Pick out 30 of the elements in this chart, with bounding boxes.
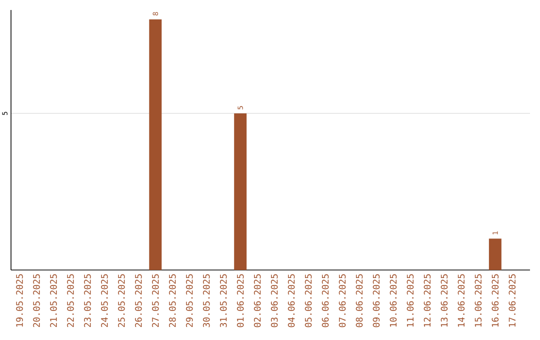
- x-tick-label: 03.06.2025: [270, 274, 278, 328]
- x-tick-label: 15.06.2025: [474, 274, 482, 327]
- x-tick-label: 10.06.2025: [390, 274, 397, 327]
- x-tick-label: 21.05.2025: [50, 274, 57, 328]
- x-tick-label: 07.06.2025: [338, 274, 346, 328]
- x-tick-label: 26.05.2025: [135, 274, 142, 328]
- x-tick-label: 09.06.2025: [372, 274, 380, 328]
- x-tick-label: 06.06.2025: [322, 274, 329, 328]
- x-tick-label: 20.05.2025: [33, 274, 40, 328]
- x-tick-label: 04.06.2025: [288, 274, 295, 328]
- x-tick-label: 16.06.2025: [492, 274, 499, 327]
- x-tick-label: 12.06.2025: [424, 274, 431, 327]
- x-tick-label: 29.05.2025: [186, 274, 193, 328]
- x-tick-label: 28.05.2025: [168, 274, 176, 328]
- x-tick-label: 23.05.2025: [84, 274, 91, 328]
- x-tick-label: 14.06.2025: [458, 274, 465, 327]
- x-tick-label: 31.05.2025: [220, 274, 227, 328]
- x-tick-label: 27.05.2025: [152, 274, 159, 328]
- x-tick-label: 01.06.2025: [236, 274, 244, 328]
- x-tick-label: 17.06.2025: [508, 274, 516, 327]
- x-tick-label: 08.06.2025: [356, 274, 363, 328]
- x-tick-label: 25.05.2025: [118, 274, 125, 328]
- x-tick-label: 13.06.2025: [440, 274, 448, 327]
- x-tick-label: 30.05.2025: [202, 274, 210, 328]
- x-tick-label: 22.05.2025: [67, 274, 74, 328]
- x-tick-label: 05.06.2025: [304, 274, 312, 328]
- x-tick-label: 24.05.2025: [101, 274, 108, 328]
- x-tick-label: 19.05.2025: [16, 274, 23, 327]
- x-tick-label: 11.06.2025: [406, 274, 414, 327]
- x-tick-label: 02.06.2025: [254, 274, 261, 328]
